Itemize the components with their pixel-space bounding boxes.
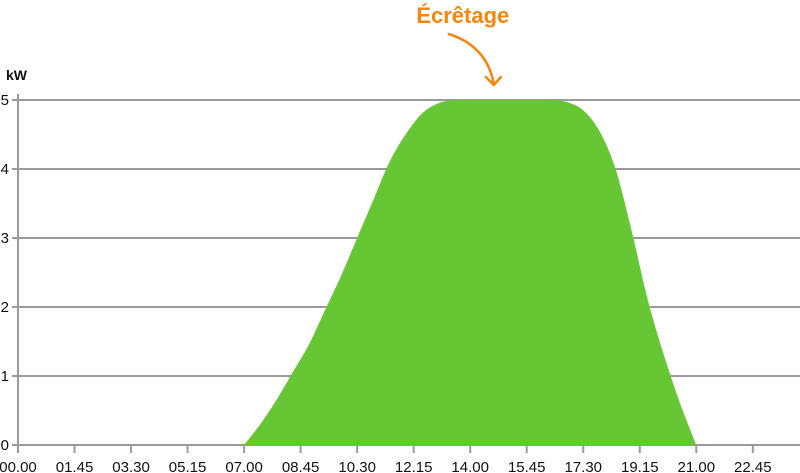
- x-tick-label: 14.00: [451, 459, 489, 473]
- x-tick-label: 19.15: [621, 459, 659, 473]
- power-area: [244, 99, 697, 445]
- y-tick-label: 2: [1, 299, 9, 316]
- y-tick-label: 5: [1, 92, 9, 109]
- x-tick-label: 00.00: [0, 459, 37, 473]
- x-tick-label: 10.30: [338, 459, 376, 473]
- y-tick-label: 0: [1, 437, 9, 454]
- x-tick-label: 01.45: [56, 459, 94, 473]
- clipping-annotation: Écrêtage: [416, 3, 509, 87]
- x-tick-label: 08.45: [282, 459, 320, 473]
- x-tick-label: 03.30: [112, 459, 150, 473]
- x-tick-label: 12.15: [395, 459, 433, 473]
- y-axis-unit: kW: [6, 67, 28, 83]
- x-tick-label: 05.15: [169, 459, 207, 473]
- annotation-arrowhead: [484, 75, 503, 87]
- annotation-label: Écrêtage: [416, 3, 509, 28]
- axes: 0 1 2 3 4 5 00.00 01.45 03.30 05.15 07.00 08.45 10.3…: [0, 92, 772, 473]
- x-tick-label: 21.00: [678, 459, 716, 473]
- annotation-arrow: [447, 32, 496, 86]
- x-tick-label: 22.45: [734, 459, 772, 473]
- x-tick-label: 15.45: [508, 459, 546, 473]
- x-tick-label: 07.00: [225, 459, 263, 473]
- y-tick-label: 4: [1, 161, 9, 178]
- x-tick-label: 17.30: [564, 459, 602, 473]
- y-tick-label: 3: [1, 230, 9, 247]
- y-tick-label: 1: [1, 368, 9, 385]
